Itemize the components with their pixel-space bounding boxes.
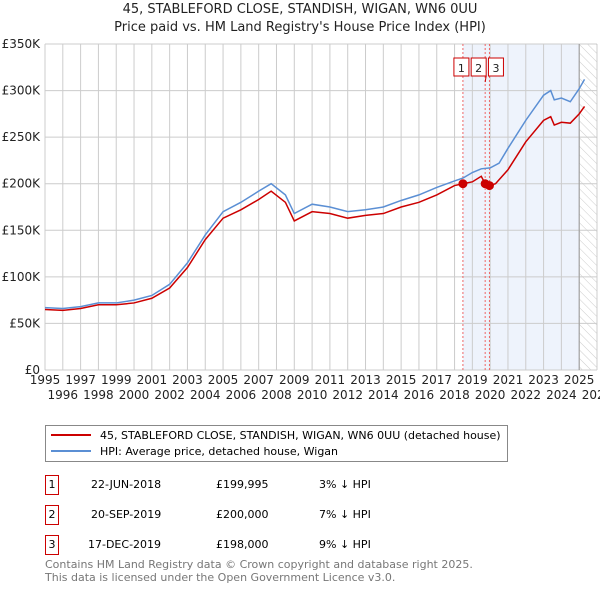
x-tick-label: 2025 [564,373,595,387]
x-tick-label: 2021 [493,373,524,387]
y-tick-label: £200K [2,177,42,191]
x-tick-label: 2007 [243,373,274,387]
x-tick-label: 2008 [261,388,292,402]
sale-label-box [453,57,470,77]
sale-label-box [487,57,504,77]
x-tick-label: 1998 [83,388,114,402]
marker-badge: 1 [45,475,59,495]
footer-line: Contains HM Land Registry data © Crown c… [45,558,473,571]
date: 20-SEP-2019 [91,508,162,521]
x-tick-label: 2018 [439,388,470,402]
footer: Contains HM Land Registry data © Crown c… [45,558,473,584]
sale-point [484,181,494,191]
y-tick-label: £350K [2,37,42,51]
x-tick-label: 2024 [546,388,577,402]
y-tick-label: £300K [2,84,42,98]
hpi-diff: 3% ↓ HPI [319,478,371,491]
legend: 45, STABLEFORD CLOSE, STANDISH, WIGAN, W… [45,425,508,462]
y-tick-label: £250K [2,130,42,144]
x-tick-label: 2019 [457,373,488,387]
x-tick-label: 2023 [528,373,559,387]
sale-label: 2 [475,62,482,75]
x-tick-label: 2013 [350,373,381,387]
x-tick-label: 1999 [101,373,132,387]
sale-label: 1 [458,62,465,75]
forecast-hatch [579,44,597,370]
price: £198,000 [216,538,269,551]
sale-point [458,179,468,189]
price: £200,000 [216,508,269,521]
x-tick-label: 2000 [119,388,150,402]
legend-item-hpi: HPI: Average price, detached house, Wiga… [51,443,501,459]
x-tick-label: 1997 [65,373,96,387]
x-tick-label: 2001 [137,373,168,387]
series-line [44,79,586,310]
x-tick-label: 2020 [475,388,506,402]
x-tick-label: 2022 [511,388,542,402]
sale-label-connector [484,75,487,83]
x-tick-label: 1995 [30,373,61,387]
footer-line: This data is licensed under the Open Gov… [45,571,396,584]
marker-badge: 2 [45,505,59,525]
series-line [44,105,586,312]
x-tick-label: 1996 [48,388,79,402]
x-tick-label: 2017 [421,373,452,387]
legend-label: HPI: Average price, detached house, Wiga… [100,444,339,458]
marker-badge: 3 [45,535,59,555]
hpi-diff: 9% ↓ HPI [319,538,371,551]
plot-area: £0 £50K £100K £150K £200K £250K £300K £350K 1995… [2,37,600,402]
x-tick-label: 2010 [297,388,328,402]
x-tick-label: 2006 [226,388,257,402]
y-tick-label: £100K [2,270,42,284]
x-tick-label: 2004 [190,388,221,402]
x-tick-label: 2014 [368,388,399,402]
hpi-diff: 7% ↓ HPI [319,508,371,521]
date: 17-DEC-2019 [88,538,162,551]
x-tick-label: 2011 [315,373,346,387]
x-tick-label: 2016 [404,388,435,402]
x-tick-label: 2026 [582,388,600,402]
x-tick-label: 2005 [208,373,239,387]
chart-title: 45, STABLEFORD CLOSE, STANDISH, WIGAN, W… [122,2,478,17]
y-tick-label: £150K [2,223,42,237]
chart-subtitle: Price paid vs. HM Land Registry's House … [114,20,486,35]
sale-label: 3 [492,62,499,75]
y-tick-label: £0 [25,363,40,377]
x-tick-label: 2012 [332,388,363,402]
price: £199,995 [216,478,269,491]
legend-item-property: 45, STABLEFORD CLOSE, STANDISH, WIGAN, W… [51,427,501,443]
x-tick-label: 2015 [386,373,417,387]
x-tick-label: 2009 [279,373,310,387]
sale-label-box [470,57,487,77]
date: 22-JUN-2018 [91,478,162,491]
legend-label: 45, STABLEFORD CLOSE, STANDISH, WIGAN, W… [100,428,501,442]
y-tick-label: £50K [9,316,41,330]
x-tick-label: 2002 [154,388,185,402]
x-tick-label: 2003 [172,373,203,387]
